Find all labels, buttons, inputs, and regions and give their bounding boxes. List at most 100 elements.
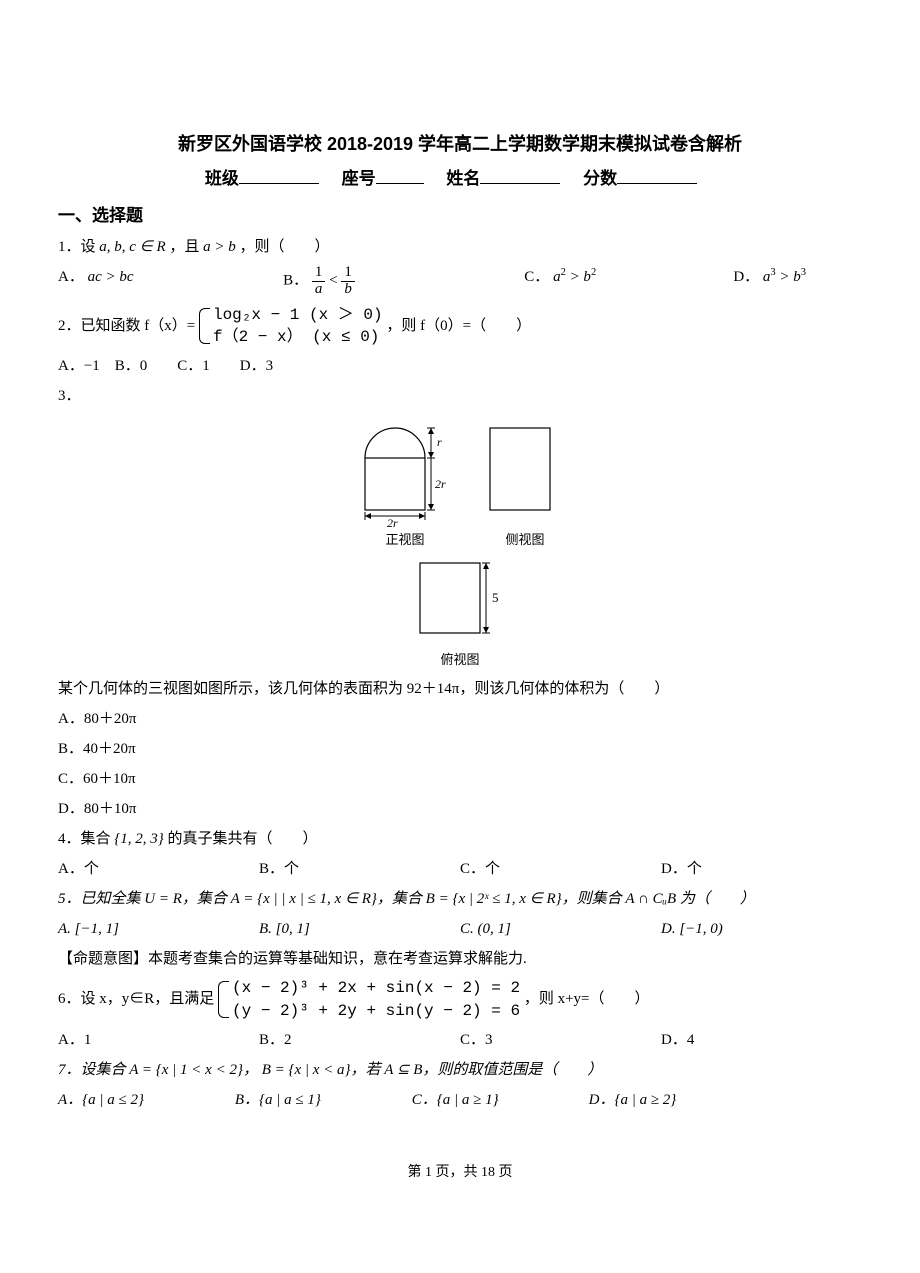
q1-abcinr: a, b, c ∈ R — [99, 239, 165, 255]
side-view-label: 侧视图 — [485, 530, 565, 551]
q5-optA: A. [−1, 1] — [58, 917, 259, 941]
dim-r: r — [437, 435, 442, 449]
q1-mid: ，且 — [169, 239, 199, 255]
page-footer: 第 1 页，共 18 页 — [58, 1162, 862, 1184]
q2-options: A．−1 B．0 C．1 D．3 — [58, 354, 862, 378]
question-4: 4．集合 {1, 2, 3} 的真子集共有（ ） — [58, 827, 862, 851]
page-title: 新罗区外国语学校 2018-2019 学年高二上学期数学期末模拟试卷含解析 — [58, 130, 862, 159]
question-6: 6．设 x，y∈R，且满足 (x − 2)³ + 2x + sin(x − 2)… — [58, 977, 862, 1022]
q1-prefix: 1．设 — [58, 239, 96, 255]
q6-tail: ，则 x+y=（ ） — [524, 991, 650, 1007]
footer-mid: 页，共 — [436, 1165, 478, 1180]
q1-frac2-den: b — [341, 282, 355, 298]
q3-fig-row2: 5 俯视图 — [58, 558, 862, 671]
q2-row2: f（2 − x） (x ≤ 0) — [213, 328, 379, 346]
score-label: 分数 — [583, 169, 617, 188]
q3-optC: C．60＋10π — [58, 767, 862, 791]
score-blank — [617, 167, 697, 184]
class-blank — [239, 167, 319, 184]
q6-options: A．1 B．2 C．3 D．4 — [58, 1028, 862, 1052]
q4-optC: C．个 — [460, 857, 661, 881]
q5-optB: B. [0, 1] — [259, 917, 460, 941]
q3-optB: B．40＋20π — [58, 737, 862, 761]
section-1-title: 一、选择题 — [58, 202, 862, 229]
q4-optD: D．个 — [661, 857, 862, 881]
q3-fig-row1: r 2r 2r 正视图 侧视图 — [355, 418, 565, 551]
q3-stem: 某个几何体的三视图如图所示，该几何体的表面积为 92＋14π，则该几何体的体积为… — [58, 677, 862, 701]
q1-optC: C． a2 > b2 — [524, 265, 733, 298]
q7-optD: D．{a | a ≥ 2} — [589, 1088, 766, 1112]
footer-total: 18 — [481, 1165, 495, 1180]
q1-frac2-num: 1 — [341, 265, 355, 282]
q5-options: A. [−1, 1] B. [0, 1] C. (0, 1] D. [−1, 0… — [58, 917, 862, 941]
q6-row2: (y − 2)³ + 2y + sin(y − 2) = 6 — [232, 1002, 520, 1020]
q1-optB-label: B． — [283, 273, 308, 289]
q6-optC: C．3 — [460, 1028, 661, 1052]
q4-optA: A．个 — [58, 857, 259, 881]
q3-optA: A．80＋20π — [58, 707, 862, 731]
q6-prefix: 6．设 x，y∈R，且满足 — [58, 991, 214, 1007]
q1-optA-math: ac > bc — [88, 269, 134, 285]
dim-2r-v: 2r — [435, 477, 446, 491]
q1-optD-math: a3 > b3 — [763, 269, 806, 285]
side-view-svg — [485, 418, 565, 528]
q1-optA-label: A． — [58, 269, 84, 285]
q4-prefix: 4．集合 — [58, 831, 111, 847]
top-view-svg: 5 — [410, 558, 510, 648]
q6-optD: D．4 — [661, 1028, 862, 1052]
top-view-label: 俯视图 — [58, 650, 862, 671]
q7-options: A．{a | a ≤ 2} B．{a | a ≤ 1} C．{a | a ≥ 1… — [58, 1088, 862, 1112]
q1-optB: B． 1 a < 1 b — [283, 265, 524, 298]
q2-row1: log₂x − 1 (x ＞ 0) — [213, 306, 383, 324]
name-blank — [480, 167, 560, 184]
front-view-svg: r 2r 2r — [355, 418, 455, 528]
question-3-num: 3． — [58, 384, 862, 408]
front-view-label: 正视图 — [355, 530, 455, 551]
q7-stem: 7．设集合 A = {x | 1 < x < 2}， B = {x | x < … — [58, 1062, 602, 1078]
exam-header: 班级 座号 姓名 分数 — [58, 165, 862, 192]
q1-lt: < — [329, 273, 341, 289]
name-label: 姓名 — [446, 169, 480, 188]
q1-tail: ，则（ ） — [240, 239, 330, 255]
q2-prefix: 2．已知函数 f（x）= — [58, 318, 195, 334]
class-label: 班级 — [205, 169, 239, 188]
q1-options: A． ac > bc B． 1 a < 1 b C． a2 > b2 D． a3… — [58, 265, 862, 298]
q3-side-view: 侧视图 — [485, 418, 565, 551]
q3-optD: D．80＋10π — [58, 797, 862, 821]
q1-optD-label: D． — [733, 269, 759, 285]
q5-note: 【命题意图】本题考查集合的运算等基础知识，意在考查运算求解能力. — [58, 947, 862, 971]
q3-front-view: r 2r 2r 正视图 — [355, 418, 455, 551]
q6-piecewise: (x − 2)³ + 2x + sin(x − 2) = 2 (y − 2)³ … — [218, 977, 520, 1022]
q7-optA: A．{a | a ≤ 2} — [58, 1088, 235, 1112]
q1-optC-label: C． — [524, 269, 549, 285]
q5-optC: C. (0, 1] — [460, 917, 661, 941]
q5-optD: D. [−1, 0) — [661, 917, 862, 941]
question-5: 5．已知全集 U = R，集合 A = {x | | x | ≤ 1, x ∈ … — [58, 887, 862, 911]
question-1: 1．设 a, b, c ∈ R ，且 a > b ，则（ ） — [58, 235, 862, 259]
dim-2r-h: 2r — [387, 516, 398, 528]
q2-tail: ，则 f（0）=（ ） — [386, 318, 531, 334]
q7-optB: B．{a | a ≤ 1} — [235, 1088, 412, 1112]
q1-cond: a > b — [203, 239, 236, 255]
footer-suffix: 页 — [499, 1165, 513, 1180]
q1-frac1-den: a — [312, 282, 326, 298]
footer-prefix: 第 — [408, 1165, 422, 1180]
q6-row1: (x − 2)³ + 2x + sin(x − 2) = 2 — [232, 979, 520, 997]
seat-blank — [376, 167, 424, 184]
q4-tail: 的真子集共有（ ） — [168, 831, 318, 847]
dim-5: 5 — [492, 590, 499, 605]
q1-optC-math: a2 > b2 — [553, 269, 596, 285]
q1-optD: D． a3 > b3 — [733, 265, 862, 298]
q7-optC: C．{a | a ≥ 1} — [412, 1088, 589, 1112]
q4-optB: B．个 — [259, 857, 460, 881]
q3-figure: r 2r 2r 正视图 侧视图 — [58, 418, 862, 671]
question-2: 2．已知函数 f（x）= log₂x − 1 (x ＞ 0) f（2 − x） … — [58, 304, 862, 349]
q4-options: A．个 B．个 C．个 D．个 — [58, 857, 862, 881]
footer-page: 1 — [425, 1165, 432, 1180]
q1-frac1-num: 1 — [312, 265, 326, 282]
q6-optB: B．2 — [259, 1028, 460, 1052]
q2-piecewise: log₂x − 1 (x ＞ 0) f（2 − x） (x ≤ 0) — [199, 304, 383, 349]
seat-label: 座号 — [342, 169, 376, 188]
q6-optA: A．1 — [58, 1028, 259, 1052]
q5-stem: 5．已知全集 U = R，集合 A = {x | | x | ≤ 1, x ∈ … — [58, 891, 755, 907]
